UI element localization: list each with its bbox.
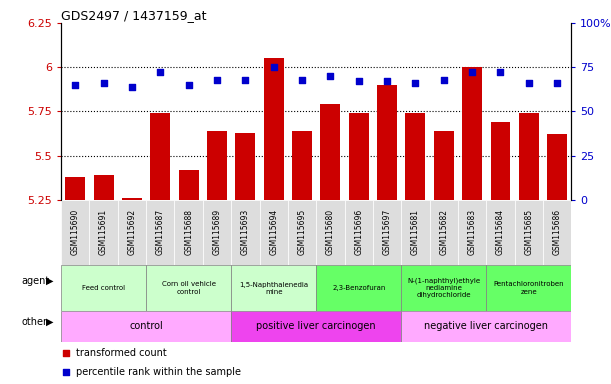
Bar (401, 265, 486, 311)
Point (212, 76, 222, 83)
Text: GSM115691: GSM115691 (99, 209, 108, 255)
Bar (89, 200, 118, 265)
Point (155, 70, 165, 76)
Bar (486, 265, 571, 311)
Bar (118, 200, 146, 265)
Text: GSM115683: GSM115683 (467, 209, 477, 255)
Text: GSM115681: GSM115681 (411, 209, 420, 255)
Point (99, 80, 109, 86)
Point (269, 64, 279, 70)
Bar (175, 200, 203, 265)
Bar (430, 200, 458, 265)
Bar (122, 198, 142, 200)
Point (357, 288, 367, 294)
Text: GSM115692: GSM115692 (128, 209, 136, 255)
Text: GSM115685: GSM115685 (524, 209, 533, 255)
Bar (61, 200, 89, 265)
Point (357, 114, 367, 120)
Text: GSM115688: GSM115688 (184, 209, 193, 255)
Bar (462, 67, 482, 200)
Point (524, 80, 533, 86)
Bar (547, 134, 567, 200)
Bar (61, 265, 146, 311)
Bar (231, 200, 260, 265)
Text: negative liver carcinogen: negative liver carcinogen (424, 321, 548, 331)
Bar (316, 200, 345, 265)
Bar (434, 131, 453, 200)
Bar (373, 200, 401, 265)
Bar (235, 132, 255, 200)
Bar (150, 113, 170, 200)
Bar (458, 200, 486, 265)
Bar (288, 200, 316, 265)
Text: ▶: ▶ (46, 276, 54, 286)
Point (467, 70, 477, 76)
Text: GSM115687: GSM115687 (156, 209, 165, 255)
Bar (349, 113, 368, 200)
Bar (377, 85, 397, 200)
Bar (61, 311, 231, 342)
Text: agent: agent (21, 276, 49, 286)
Bar (231, 265, 316, 311)
Text: GSM115682: GSM115682 (439, 209, 448, 255)
Bar (179, 170, 199, 200)
Text: Feed control: Feed control (82, 285, 125, 291)
Bar (146, 265, 231, 311)
Bar (93, 175, 114, 200)
Bar (401, 200, 430, 265)
Text: positive liver carcinogen: positive liver carcinogen (257, 321, 376, 331)
Text: transformed count: transformed count (76, 348, 167, 358)
Text: GSM115690: GSM115690 (71, 209, 80, 255)
Bar (514, 200, 543, 265)
Bar (491, 122, 510, 200)
Bar (203, 200, 231, 265)
Text: GDS2497 / 1437159_at: GDS2497 / 1437159_at (61, 9, 207, 22)
Bar (401, 311, 571, 342)
Text: Pentachloronitroben
zene: Pentachloronitroben zene (494, 281, 564, 295)
Text: GSM115684: GSM115684 (496, 209, 505, 255)
Bar (146, 200, 175, 265)
Point (439, 76, 448, 83)
Bar (260, 200, 288, 265)
Text: control: control (130, 321, 163, 331)
Point (297, 76, 307, 83)
Bar (543, 200, 571, 265)
Bar (519, 113, 539, 200)
Bar (406, 113, 425, 200)
Point (326, 73, 335, 79)
Bar (486, 200, 514, 265)
Text: percentile rank within the sample: percentile rank within the sample (76, 367, 241, 377)
Text: ▶: ▶ (46, 317, 54, 327)
Point (241, 76, 251, 83)
Point (184, 82, 194, 88)
Text: GSM115686: GSM115686 (552, 209, 562, 255)
Bar (264, 58, 284, 200)
Text: 1,5-Naphthalenedia
mine: 1,5-Naphthalenedia mine (239, 281, 308, 295)
Point (354, 78, 364, 84)
Text: GSM115680: GSM115680 (326, 209, 335, 255)
Bar (231, 311, 401, 342)
Point (496, 70, 505, 76)
Bar (292, 131, 312, 200)
Point (127, 84, 137, 90)
Text: GSM115697: GSM115697 (382, 209, 392, 255)
Point (552, 80, 562, 86)
Text: Corn oil vehicle
control: Corn oil vehicle control (162, 281, 216, 295)
Bar (65, 177, 85, 200)
Point (382, 78, 392, 84)
Point (70, 82, 80, 88)
Text: GSM115689: GSM115689 (213, 209, 222, 255)
Text: 2,3-Benzofuran: 2,3-Benzofuran (332, 285, 386, 291)
Bar (345, 200, 373, 265)
Bar (207, 131, 227, 200)
Bar (316, 265, 401, 311)
Text: N-(1-naphthyl)ethyle
nediamine
dihydrochloride: N-(1-naphthyl)ethyle nediamine dihydroch… (407, 278, 480, 298)
Text: GSM115695: GSM115695 (298, 209, 307, 255)
Text: GSM115693: GSM115693 (241, 209, 250, 255)
Text: GSM115696: GSM115696 (354, 209, 363, 255)
Text: GSM115694: GSM115694 (269, 209, 278, 255)
Text: other: other (21, 317, 48, 327)
Bar (320, 104, 340, 200)
Point (411, 80, 420, 86)
